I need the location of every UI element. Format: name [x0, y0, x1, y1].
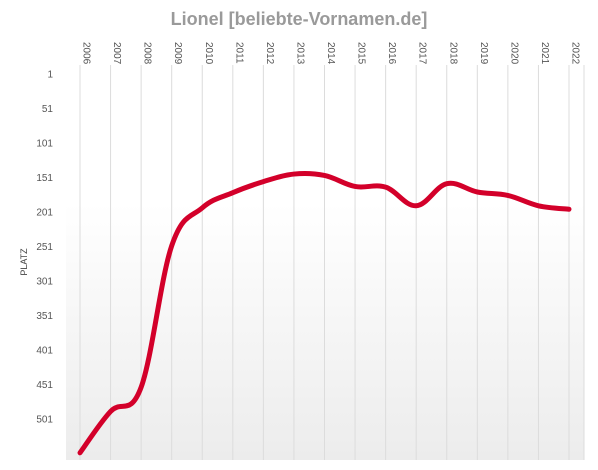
data-point — [416, 205, 417, 206]
data-point — [477, 191, 478, 192]
y-tick-label: 201 — [36, 208, 53, 219]
data-point — [355, 186, 356, 187]
data-point — [385, 187, 386, 188]
y-axis-label: PLATZ — [19, 248, 29, 276]
data-point — [171, 245, 172, 246]
x-tick-label: 2019 — [478, 42, 489, 65]
x-axis-ticks: 2006 2007 2008 2009 2010 2011 2012 2013 2014 2015… — [81, 42, 581, 65]
x-tick-label: 2020 — [508, 42, 519, 65]
x-tick-label: 2021 — [539, 42, 550, 65]
data-point — [141, 387, 142, 388]
x-tick-label: 2011 — [233, 42, 244, 64]
x-tick-label: 2022 — [570, 42, 581, 65]
x-tick-label: 2008 — [142, 42, 153, 65]
y-tick-label: 1 — [47, 70, 53, 81]
data-point — [507, 195, 508, 196]
data-point — [293, 174, 294, 175]
chart-title: Lionel [beliebte-Vornamen.de] — [171, 9, 428, 29]
x-tick-label: 2016 — [386, 42, 397, 65]
grid — [79, 65, 585, 460]
data-point — [232, 192, 233, 193]
x-tick-label: 2012 — [264, 42, 275, 65]
x-tick-label: 2014 — [325, 42, 336, 65]
data-point — [263, 181, 264, 182]
x-tick-label: 2018 — [447, 42, 458, 65]
y-tick-label: 251 — [36, 242, 53, 253]
y-tick-label: 101 — [36, 139, 53, 150]
y-tick-label: 151 — [36, 173, 53, 184]
x-tick-label: 2010 — [203, 42, 214, 65]
data-point — [569, 209, 570, 210]
y-tick-label: 501 — [36, 415, 53, 426]
x-tick-label: 2006 — [81, 42, 92, 65]
y-tick-label: 401 — [36, 346, 53, 357]
x-tick-label: 2013 — [294, 42, 305, 65]
data-point — [202, 207, 203, 208]
x-tick-label: 2007 — [111, 42, 122, 65]
x-tick-label: 2009 — [172, 42, 183, 65]
series-layer — [77, 170, 572, 456]
series-line — [77, 170, 572, 456]
y-tick-label: 451 — [36, 380, 53, 391]
x-tick-label: 2017 — [417, 42, 428, 65]
data-point — [538, 205, 539, 206]
data-point — [110, 411, 111, 412]
data-point — [446, 183, 447, 184]
data-point — [324, 175, 325, 176]
y-tick-label: 351 — [36, 311, 53, 322]
y-tick-label: 301 — [36, 277, 53, 288]
data-point — [80, 452, 81, 453]
y-tick-label: 51 — [42, 104, 54, 115]
x-tick-label: 2015 — [356, 42, 367, 65]
